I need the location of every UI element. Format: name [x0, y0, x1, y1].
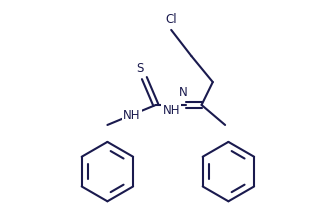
Text: NH: NH — [163, 104, 180, 117]
Text: NH: NH — [123, 108, 140, 122]
Text: N: N — [179, 86, 188, 99]
Text: S: S — [137, 62, 144, 75]
Text: Cl: Cl — [165, 13, 177, 26]
